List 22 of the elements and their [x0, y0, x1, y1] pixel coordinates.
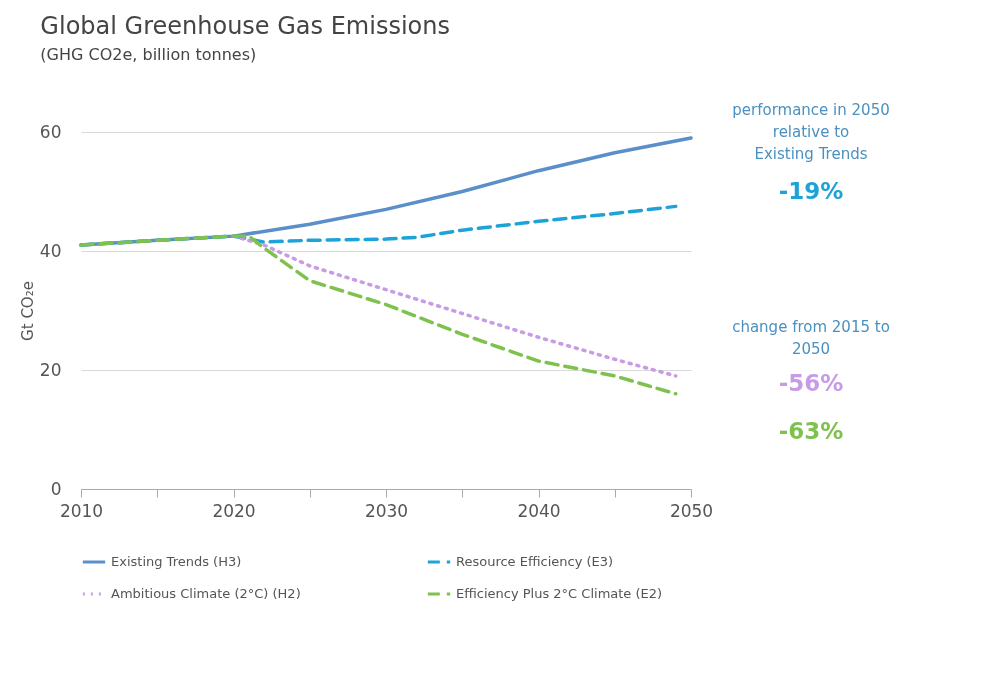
y-axis-title: Gt CO₂e — [18, 281, 37, 341]
text: -19% — [778, 178, 844, 204]
x-tick-label: 2040 — [517, 500, 561, 521]
legend-label: Efficiency Plus 2°C Climate (E2) — [456, 586, 663, 601]
x-tick-label: 2050 — [669, 500, 714, 521]
x-tick-label: 2010 — [59, 500, 104, 521]
chart-subtitle: (GHG CO2e, billion tonnes) — [40, 45, 257, 64]
y-tick-label: 20 — [39, 359, 62, 380]
chart-title: Global Greenhouse Gas Emissions — [40, 12, 450, 40]
text: -63% — [778, 418, 844, 444]
x-tick-label: 2030 — [364, 500, 409, 521]
legend-label: Resource Efficiency (E3) — [456, 554, 614, 569]
y-tick-label: 60 — [39, 121, 62, 142]
text: change from 2015 to 2050 — [732, 318, 890, 358]
legend-label: Ambitious Climate (2°C) (H2) — [111, 586, 301, 601]
line-series — [79, 234, 678, 396]
legend-label: Existing Trends (H3) — [111, 554, 242, 569]
text: performance in 2050 relative to Existing Trends — [732, 101, 890, 163]
y-tick-label: 0 — [50, 478, 62, 499]
text: -56% — [778, 370, 844, 396]
x-tick-label: 2020 — [212, 500, 256, 521]
y-tick-label: 40 — [39, 240, 62, 261]
